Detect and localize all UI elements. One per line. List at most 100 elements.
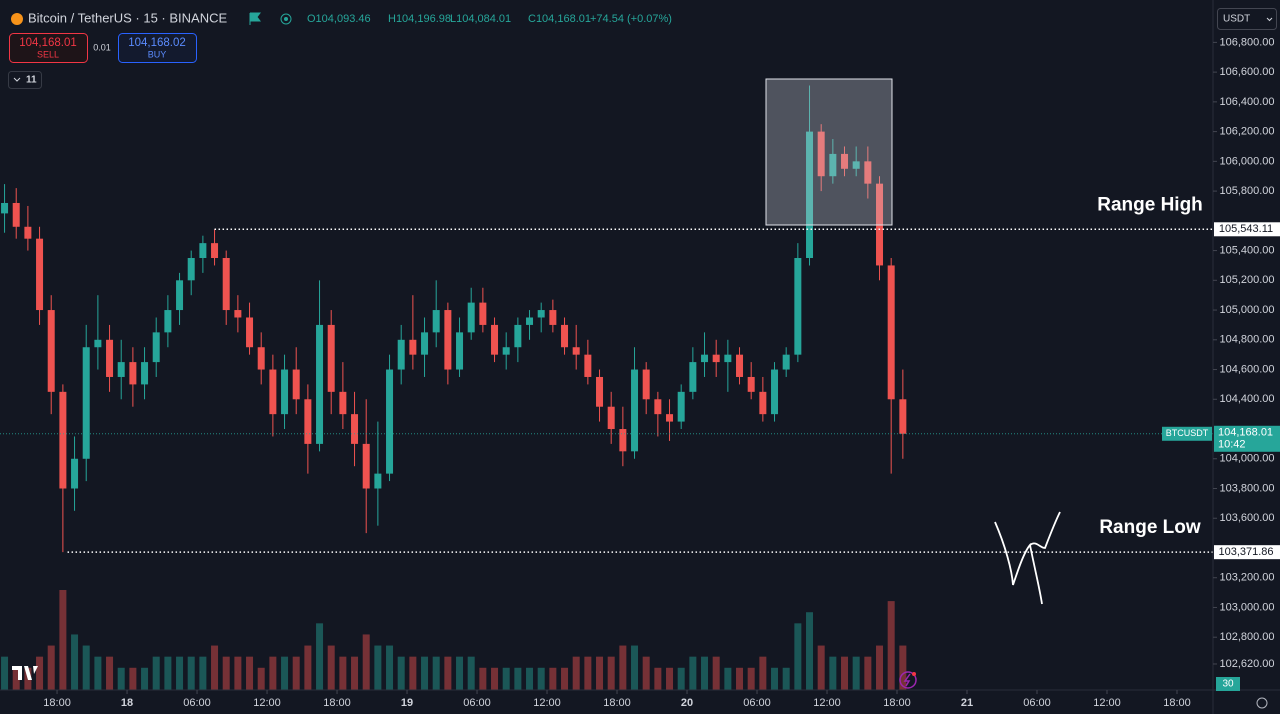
y-tick-label: 103,800.00 [1219, 482, 1274, 494]
currency-select[interactable] [1217, 8, 1277, 30]
candle-body [339, 391, 347, 415]
y-tick-label: 106,400.00 [1219, 96, 1274, 108]
alert-dot [912, 672, 916, 676]
level-tag [1214, 545, 1280, 560]
volume-bar [876, 645, 884, 690]
candle-body [596, 376, 604, 407]
status-icon [280, 13, 292, 25]
volume-bar [292, 656, 300, 690]
ohlc-high: H104,196.98 [388, 13, 451, 25]
candle-body [421, 332, 429, 355]
volume-bar [141, 667, 149, 690]
volume-bar [736, 667, 744, 690]
x-tick-label: 12:00 [533, 697, 561, 709]
candle-body [642, 369, 650, 400]
volume-bar [12, 667, 20, 690]
volume-bar [864, 656, 872, 690]
level-tag [1214, 222, 1280, 237]
volume-bar [444, 656, 452, 690]
settings-icon[interactable] [1256, 697, 1268, 709]
volume-bar [234, 656, 242, 690]
volume-bar [771, 667, 779, 690]
symbol-tag-label: BTCUSDT [1166, 428, 1209, 438]
candle-body [712, 354, 720, 363]
x-tick-label: 06:00 [183, 697, 211, 709]
volume-bar [619, 645, 627, 690]
candle-body [887, 265, 895, 400]
candle-body [619, 429, 627, 452]
candle-body [222, 258, 230, 311]
volume-bar [304, 645, 312, 690]
ohlc-open: O104,093.46 [307, 13, 371, 25]
candle-body [701, 354, 709, 363]
volume-bar [362, 634, 370, 690]
x-tick-label: 18 [121, 697, 133, 709]
alert-icon[interactable] [899, 671, 917, 689]
candle-body [444, 310, 452, 370]
candle-body [689, 362, 697, 392]
plot-area: Range High Range Low [0, 85, 1213, 690]
highlight-box [765, 78, 893, 226]
volume-bar [374, 645, 382, 690]
candle-body [24, 226, 32, 239]
candle-body [397, 339, 405, 370]
countdown: 10:42 [1218, 439, 1246, 451]
y-tick-label: 105,200.00 [1219, 274, 1274, 286]
y-tick-label: 104,600.00 [1219, 363, 1274, 375]
candle-body [736, 354, 744, 377]
sell-button[interactable] [9, 33, 88, 63]
candle-body [479, 302, 487, 325]
indicator-toggle[interactable] [8, 71, 42, 89]
y-tick-label: 105,000.00 [1219, 304, 1274, 316]
x-tick-label: 18:00 [43, 697, 71, 709]
y-tick-label: 106,800.00 [1219, 36, 1274, 48]
buy-button[interactable] [118, 33, 197, 63]
level-name: Range High [1097, 194, 1203, 215]
volume-bar [526, 667, 534, 690]
candle-body [794, 258, 802, 355]
buy-label: BUY [148, 49, 167, 59]
level-label: 105,543.11 [1219, 223, 1273, 235]
x-tick-label: 06:00 [1023, 697, 1051, 709]
x-tick-label: 21 [961, 697, 973, 709]
y-tick-label: 104,000.00 [1219, 453, 1274, 465]
volume-bar [164, 656, 172, 690]
volume-bar [211, 645, 219, 690]
volume-bar [852, 656, 860, 690]
volume-bar [397, 656, 405, 690]
volume-bar [817, 645, 825, 690]
volume-bar [701, 656, 709, 690]
candle-body [549, 310, 557, 325]
candle-body [841, 153, 849, 169]
volume-bar [747, 667, 755, 690]
candle-body [759, 391, 767, 415]
volume-bar [514, 667, 522, 690]
sell-price: 104,168.01 [19, 37, 77, 49]
scribble [994, 511, 1061, 605]
candle-body [561, 324, 569, 348]
volume-bar [106, 656, 114, 690]
volume-bar [316, 623, 324, 690]
volume-bar [549, 667, 557, 690]
volume-bar [677, 667, 685, 690]
symbol-icon [11, 13, 23, 25]
y-tick-label: 106,600.00 [1219, 66, 1274, 78]
candle-body [187, 258, 195, 281]
volume-bar [794, 623, 802, 690]
volume-bar [829, 656, 837, 690]
candle-body [747, 376, 755, 392]
y-tick-label: 106,200.00 [1219, 126, 1274, 138]
volume-bar [82, 645, 90, 690]
candle-body [514, 324, 522, 348]
volume-bar [689, 656, 697, 690]
chevron [13, 77, 21, 82]
volume-bar [561, 667, 569, 690]
ohlc-close: C104,168.01 [528, 13, 591, 25]
candle-body [1, 202, 9, 214]
candle-body [36, 238, 44, 311]
candle-body [316, 324, 324, 444]
volume-bar [584, 656, 592, 690]
currency: USDT [1223, 14, 1250, 25]
x-tick-label: 06:00 [743, 697, 771, 709]
volume-bar [327, 645, 335, 690]
